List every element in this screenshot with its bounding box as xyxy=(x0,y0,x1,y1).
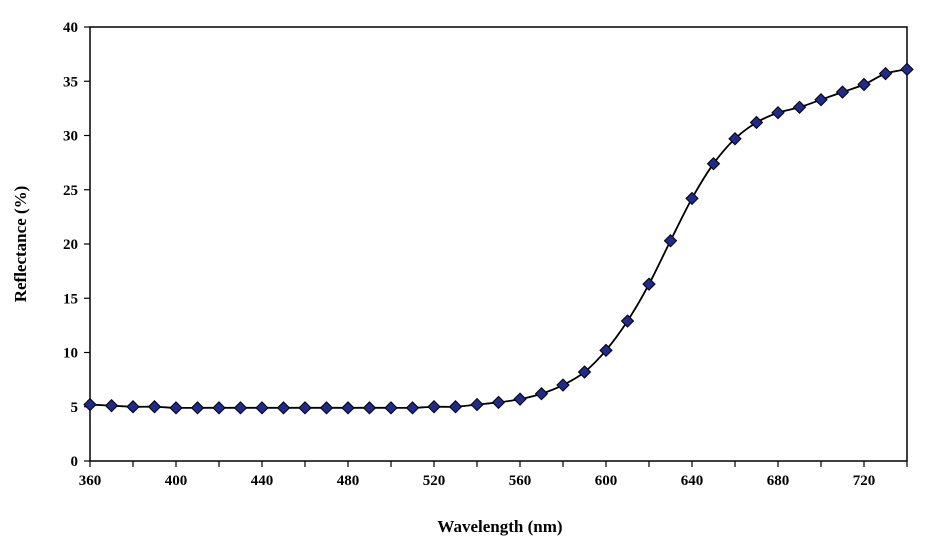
data-point-marker xyxy=(384,401,398,415)
y-tick-label: 20 xyxy=(63,237,78,253)
series-line xyxy=(89,68,908,409)
data-point-marker xyxy=(706,157,721,171)
data-point-marker xyxy=(835,85,850,99)
x-tick-label: 640 xyxy=(681,473,704,489)
data-point-marker xyxy=(255,401,269,415)
y-tick-label: 40 xyxy=(63,20,78,36)
data-point-marker xyxy=(642,277,656,291)
x-tick-label: 360 xyxy=(79,473,102,489)
data-point-marker xyxy=(212,401,226,415)
data-point-marker xyxy=(319,401,334,415)
x-tick-label: 680 xyxy=(767,473,790,489)
data-point-marker xyxy=(620,314,635,328)
x-tick-label: 440 xyxy=(251,473,274,489)
data-point-marker xyxy=(470,397,484,412)
data-point-marker xyxy=(792,100,807,114)
data-point-marker xyxy=(448,400,463,414)
y-tick-label: 5 xyxy=(71,400,79,416)
x-tick-label: 600 xyxy=(595,473,618,489)
data-point-marker xyxy=(771,106,785,120)
x-tick-label: 560 xyxy=(509,473,532,489)
y-tick-label: 0 xyxy=(71,454,79,470)
y-tick-label: 30 xyxy=(63,129,78,145)
data-point-marker xyxy=(147,400,162,414)
data-point-marker xyxy=(276,401,291,415)
data-point-marker xyxy=(405,401,420,415)
x-tick-label: 720 xyxy=(853,473,876,489)
data-point-marker xyxy=(83,397,97,412)
data-point-marker xyxy=(427,400,441,414)
y-tick-label: 10 xyxy=(63,346,78,362)
data-point-marker xyxy=(857,77,871,92)
y-tick-label: 35 xyxy=(63,74,78,90)
data-point-marker xyxy=(900,62,914,77)
series-layer xyxy=(83,62,914,415)
ticks-layer: 0 5 10 15 20 25 30 35 40 360 400 440 480 520 560 600 640… xyxy=(63,20,908,489)
data-point-marker xyxy=(190,401,205,415)
data-point-marker xyxy=(341,401,355,415)
data-point-marker xyxy=(298,401,312,415)
data-point-marker xyxy=(362,401,377,415)
y-tick-label: 15 xyxy=(63,291,78,307)
data-point-marker xyxy=(749,115,764,130)
data-point-marker xyxy=(169,401,183,415)
data-point-marker xyxy=(491,395,506,410)
x-tick-label: 480 xyxy=(337,473,360,489)
x-axis-title: Wavelength (nm) xyxy=(437,517,562,536)
data-point-marker xyxy=(513,392,527,406)
data-point-marker xyxy=(126,400,140,414)
data-point-marker xyxy=(814,92,828,107)
data-point-marker xyxy=(685,191,699,206)
data-point-marker xyxy=(878,66,893,81)
data-point-marker xyxy=(104,398,119,413)
x-tick-label: 400 xyxy=(165,473,188,489)
data-point-marker xyxy=(599,343,613,358)
x-tick-label: 520 xyxy=(423,473,446,489)
data-point-marker xyxy=(556,378,570,392)
data-point-marker xyxy=(233,401,248,415)
data-point-marker xyxy=(663,234,678,248)
data-point-marker xyxy=(577,365,592,379)
data-point-marker xyxy=(728,132,742,146)
data-point-marker xyxy=(534,387,549,401)
y-tick-label: 25 xyxy=(63,183,78,199)
y-axis-title: Reflectance (%) xyxy=(11,186,30,303)
